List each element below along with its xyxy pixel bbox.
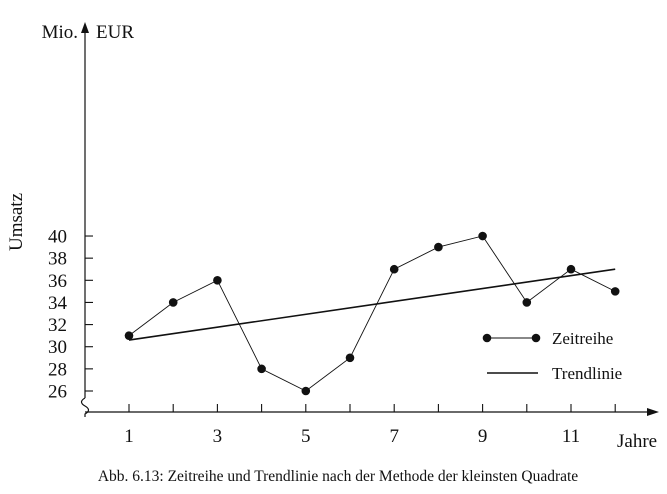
y-axis-break xyxy=(80,397,90,417)
x-tick-label-9: 9 xyxy=(478,426,488,447)
data-point-zeitreihe-6 xyxy=(345,353,355,363)
y-unit-right: EUR xyxy=(96,22,134,43)
y-tick-label-34: 34 xyxy=(48,293,68,314)
x-tick-label-5: 5 xyxy=(301,426,311,447)
legend-zeitreihe-label: Zeitreihe xyxy=(552,329,613,348)
x-tick-label-3: 3 xyxy=(213,426,223,447)
y-tick-label-38: 38 xyxy=(48,249,67,270)
data-point-zeitreihe-3 xyxy=(213,276,222,285)
data-point-zeitreihe-5 xyxy=(301,386,311,396)
legend-item-trendlinie: Trendlinie xyxy=(487,364,622,383)
x-ticks: 1 3 5 7 9 11 xyxy=(124,404,616,447)
data-point-zeitreihe-10 xyxy=(522,298,532,307)
y-axis xyxy=(80,22,90,417)
legend-trendlinie-label: Trendlinie xyxy=(552,364,622,383)
figure-caption: Abb. 6.13: Zeitreihe und Trendlinie nach… xyxy=(98,468,578,485)
series-line-trendlinie xyxy=(128,268,616,341)
x-tick-label-1: 1 xyxy=(124,426,134,447)
legend-zeitreihe-marker-left xyxy=(482,333,492,343)
x-tick-label-11: 11 xyxy=(562,426,580,447)
legend: Zeitreihe Trendlinie xyxy=(482,329,622,383)
data-point-zeitreihe-12 xyxy=(610,287,620,296)
y-axis-label: Umsatz xyxy=(6,193,27,251)
series-line-zeitreihe xyxy=(128,235,616,392)
data-point-zeitreihe-4 xyxy=(257,364,266,374)
data-point-zeitreihe-2 xyxy=(168,298,178,307)
data-point-zeitreihe-11 xyxy=(566,264,576,274)
data-point-zeitreihe-9 xyxy=(478,231,487,241)
data-point-zeitreihe-8 xyxy=(434,242,443,252)
x-tick-label-7: 7 xyxy=(389,426,399,447)
series-group xyxy=(124,231,620,396)
y-axis-arrow xyxy=(81,22,89,33)
y-unit-top: Mio. xyxy=(42,22,78,43)
x-axis xyxy=(85,408,659,416)
legend-item-zeitreihe: Zeitreihe xyxy=(482,329,613,348)
x-axis-label: Jahre xyxy=(617,431,657,452)
y-tick-label-36: 36 xyxy=(48,271,67,292)
data-point-zeitreihe-1 xyxy=(124,331,134,340)
y-tick-label-26: 26 xyxy=(48,382,67,403)
x-axis-arrow xyxy=(647,408,659,416)
y-tick-label-32: 32 xyxy=(48,315,67,336)
data-point-zeitreihe-7 xyxy=(389,264,399,274)
y-tick-label-40: 40 xyxy=(48,227,67,248)
legend-zeitreihe-marker-right xyxy=(531,333,541,343)
y-tick-label-30: 30 xyxy=(48,337,67,358)
y-tick-label-28: 28 xyxy=(48,359,67,380)
